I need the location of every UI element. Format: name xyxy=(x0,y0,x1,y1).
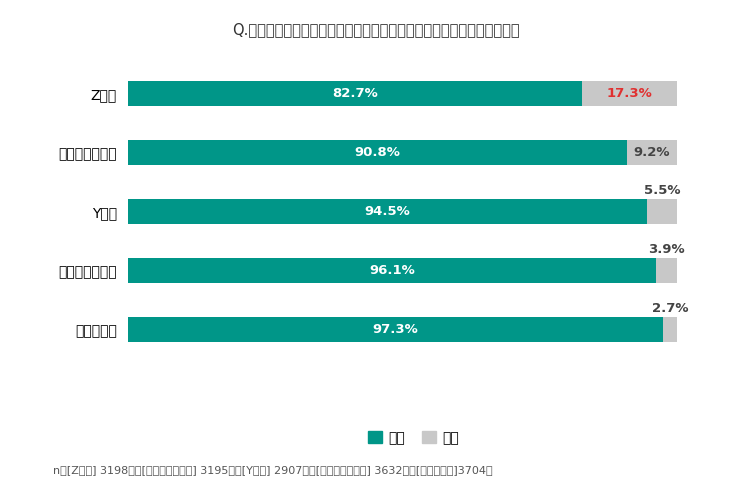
Text: 94.5%: 94.5% xyxy=(365,206,411,218)
Bar xyxy=(128,81,582,106)
Bar xyxy=(128,318,663,342)
Text: 2.7%: 2.7% xyxy=(652,302,688,315)
Text: Q.マスターベーションの経験についてあてはまるものをお選びください: Q.マスターベーションの経験についてあてはまるものをお選びください xyxy=(232,22,520,37)
Text: 9.2%: 9.2% xyxy=(634,146,670,159)
Text: 90.8%: 90.8% xyxy=(354,146,400,159)
Bar xyxy=(627,140,678,165)
Legend: ある, ない: ある, ない xyxy=(362,425,465,450)
Bar xyxy=(128,259,656,283)
Bar xyxy=(647,200,678,224)
Text: 17.3%: 17.3% xyxy=(607,87,653,100)
Text: 5.5%: 5.5% xyxy=(644,184,681,197)
Bar xyxy=(582,81,678,106)
Text: 82.7%: 82.7% xyxy=(332,87,378,100)
Text: n＝[Z世代] 3198名、[ミレニアル世代] 3195名、[Y世代] 2907名、[ロスジェネ世代] 3632名、[バブル世代]3704名: n＝[Z世代] 3198名、[ミレニアル世代] 3195名、[Y世代] 2907… xyxy=(53,465,493,475)
Text: 96.1%: 96.1% xyxy=(369,264,415,278)
Bar xyxy=(128,200,647,224)
Text: 97.3%: 97.3% xyxy=(372,323,418,337)
Bar xyxy=(656,259,678,283)
Bar xyxy=(663,318,678,342)
Bar xyxy=(128,140,627,165)
Text: 3.9%: 3.9% xyxy=(648,243,685,256)
